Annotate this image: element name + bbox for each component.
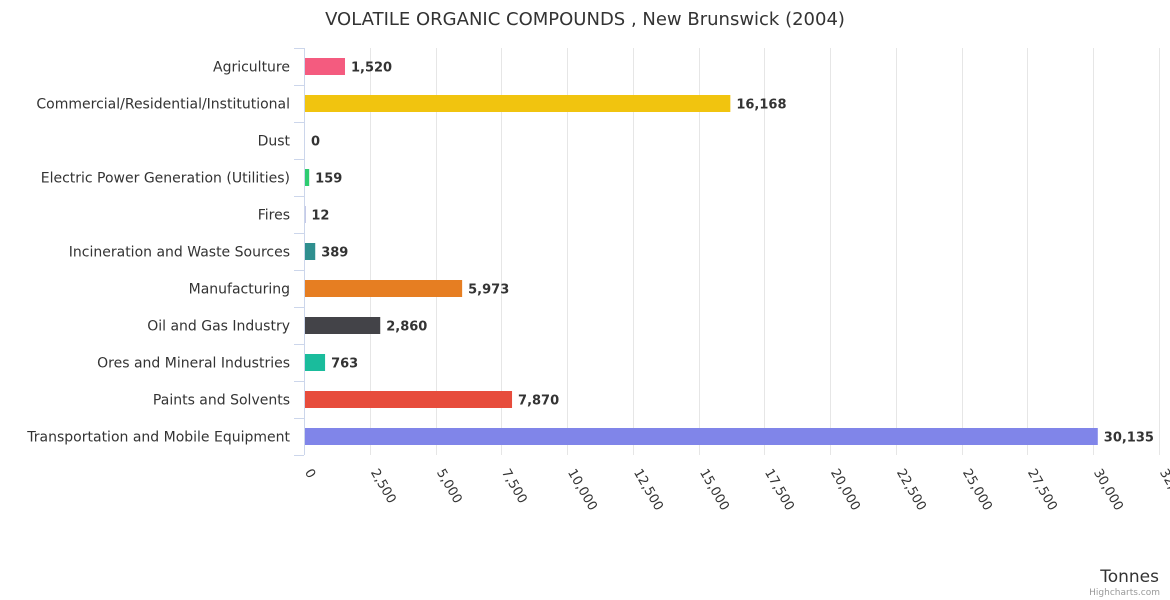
x-tick-label: 17,500: [761, 467, 797, 514]
bar[interactable]: [305, 169, 310, 186]
data-label: 2,860: [386, 320, 427, 335]
x-tick-label: 22,500: [893, 467, 929, 514]
x-tick-label: 27,500: [1024, 467, 1060, 514]
category-label: Electric Power Generation (Utilities): [41, 171, 290, 187]
data-label: 12: [311, 209, 329, 224]
data-labels: 1,520 16,168 0 159 12 389 5,973 2,860 763 7,870 30…: [311, 61, 1154, 446]
x-tick-label: 12,500: [630, 467, 666, 514]
category-label: Commercial/Residential/Institutional: [36, 97, 290, 113]
category-label: Transportation and Mobile Equipment: [26, 430, 290, 446]
x-tick-label: 0: [301, 467, 318, 482]
x-tick-label: 30,000: [1090, 467, 1126, 514]
x-tick-label: 20,000: [827, 467, 863, 514]
bar[interactable]: [305, 58, 345, 75]
x-tick-label: 7,500: [498, 467, 530, 507]
value-axis-title: Tonnes: [1099, 567, 1159, 587]
data-label: 30,135: [1104, 431, 1154, 446]
bar[interactable]: [305, 95, 731, 112]
data-label: 763: [331, 357, 358, 372]
x-tick-label: 15,000: [696, 467, 732, 514]
category-axis-ticks: [294, 48, 305, 456]
x-tick-label: 5,000: [433, 467, 465, 507]
category-label: Agriculture: [213, 60, 290, 76]
data-label: 0: [311, 135, 320, 150]
bar[interactable]: [305, 428, 1098, 445]
data-label: 1,520: [351, 61, 392, 76]
value-axis-tick-labels: 0 2,500 5,000 7,500 10,000 12,500 15,000 17,500…: [301, 467, 1170, 514]
bar[interactable]: [305, 243, 316, 260]
category-label: Paints and Solvents: [153, 393, 290, 409]
category-label: Dust: [258, 134, 291, 150]
data-label: 16,168: [736, 98, 786, 113]
x-tick-label: 32,500: [1156, 467, 1170, 514]
category-labels: Agriculture Commercial/Residential/Instit…: [26, 60, 290, 446]
credits-link[interactable]: Highcharts.com: [1089, 588, 1160, 598]
chart-title: VOLATILE ORGANIC COMPOUNDS , New Brunswi…: [325, 9, 845, 30]
grid-lines: [304, 48, 1160, 455]
data-label: 389: [321, 246, 348, 261]
data-label: 159: [315, 172, 342, 187]
data-label: 5,973: [468, 283, 509, 298]
bar[interactable]: [305, 317, 381, 334]
category-label: Ores and Mineral Industries: [97, 356, 290, 372]
category-label: Oil and Gas Industry: [147, 319, 290, 335]
category-label: Fires: [258, 208, 290, 224]
x-tick-label: 10,000: [564, 467, 600, 514]
category-label: Incineration and Waste Sources: [69, 245, 290, 261]
x-tick-label: 25,000: [959, 467, 995, 514]
category-label: Manufacturing: [189, 282, 290, 298]
data-label: 7,870: [518, 394, 559, 409]
bars: [305, 58, 1098, 445]
bar[interactable]: [305, 280, 463, 297]
bar[interactable]: [305, 391, 513, 408]
x-tick-label: 2,500: [367, 467, 399, 507]
bar[interactable]: [305, 354, 326, 371]
